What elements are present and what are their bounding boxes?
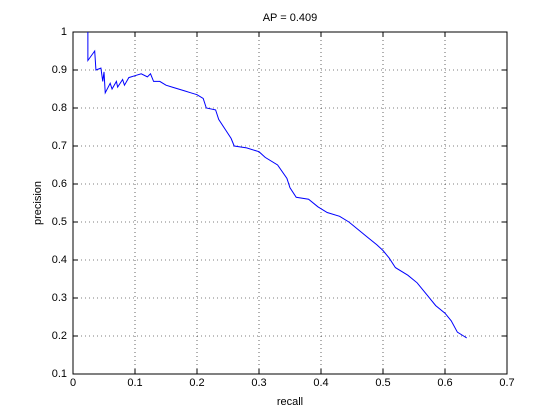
- y-tick-label: 0.6: [52, 178, 67, 190]
- y-tick-label: 1: [61, 26, 67, 38]
- x-tick-label: 0.1: [127, 377, 142, 389]
- y-tick-label: 0.7: [52, 140, 67, 152]
- pr-curve: [87, 32, 467, 339]
- x-tick-label: 0.4: [313, 377, 328, 389]
- x-tick-label: 0.6: [437, 377, 452, 389]
- y-axis-label: precision: [32, 181, 44, 225]
- x-tick-label: 0.7: [499, 377, 514, 389]
- y-tick-label: 0.4: [52, 254, 67, 266]
- y-tick-label: 0.1: [52, 368, 67, 380]
- x-tick-label: 0.3: [251, 377, 266, 389]
- plot-frame: [72, 31, 508, 375]
- chart-title: AP = 0.409: [263, 12, 318, 24]
- x-tick-label: 0: [70, 377, 76, 389]
- x-tick-label: 0.2: [189, 377, 204, 389]
- y-tick-label: 0.5: [52, 216, 67, 228]
- y-tick-label: 0.9: [52, 64, 67, 76]
- y-tick-label: 0.8: [52, 102, 67, 114]
- y-tick-label: 0.3: [52, 292, 67, 304]
- y-tick-label: 0.2: [52, 330, 67, 342]
- x-axis-label: recall: [277, 396, 303, 408]
- x-tick-label: 0.5: [375, 377, 390, 389]
